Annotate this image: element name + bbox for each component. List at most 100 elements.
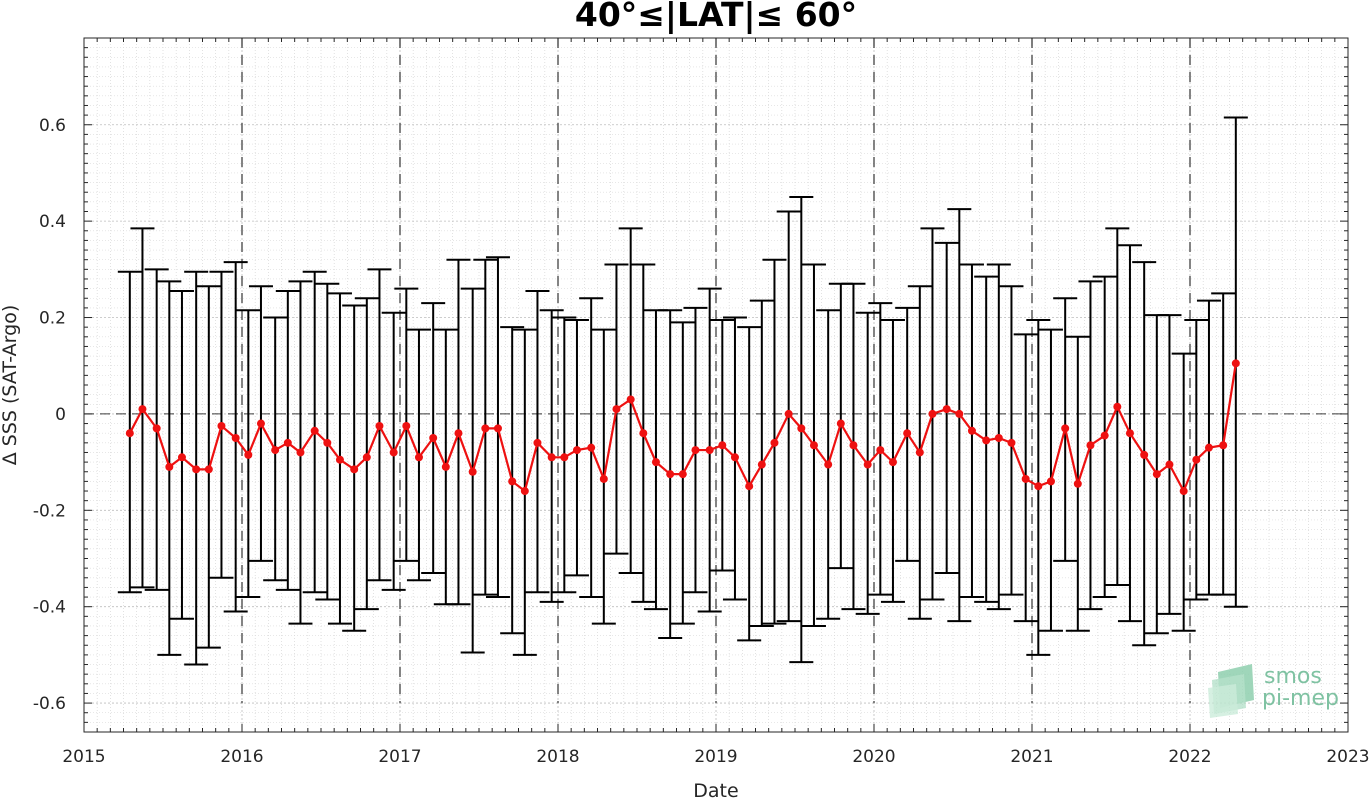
mean-point: [375, 421, 384, 430]
mean-point: [1061, 424, 1070, 433]
mean-point: [1125, 429, 1134, 438]
mean-point: [1021, 474, 1030, 483]
mean-point: [876, 446, 885, 455]
mean-point: [666, 470, 675, 479]
mean-point: [138, 405, 147, 414]
mean-point: [165, 462, 174, 471]
mean-point: [481, 424, 490, 433]
mean-point: [520, 487, 529, 496]
mean-point: [244, 450, 253, 459]
mean-point: [1140, 450, 1149, 459]
x-tick-label: 2015: [62, 747, 105, 767]
mean-point: [705, 446, 714, 455]
y-tick-label: 0: [55, 405, 66, 425]
axis-ticks: [83, 37, 1349, 733]
mean-point: [691, 446, 700, 455]
mean-point: [639, 429, 648, 438]
mean-point: [533, 438, 542, 447]
mean-point: [757, 460, 766, 469]
mean-point: [1100, 431, 1109, 440]
x-tick-label: 2017: [378, 747, 421, 767]
x-axis-label: Date: [693, 780, 738, 799]
smos-pimep-logo: smos pi-mep: [1208, 664, 1339, 718]
mean-point: [1073, 479, 1082, 488]
mean-point: [903, 429, 912, 438]
mean-point: [572, 446, 581, 455]
mean-point: [125, 429, 134, 438]
mean-point: [283, 438, 292, 447]
mean-point: [468, 467, 477, 476]
year-dashed-lines: [241, 38, 1191, 704]
mean-point: [599, 474, 608, 483]
mean-point: [508, 477, 517, 486]
x-tick-label: 2018: [536, 747, 579, 767]
mean-point: [915, 448, 924, 457]
x-tick-label: 2016: [220, 747, 263, 767]
mean-point: [626, 395, 635, 404]
mean-point: [192, 465, 201, 474]
mean-point: [967, 426, 976, 435]
mean-point: [678, 470, 687, 479]
mean-point: [231, 434, 240, 443]
mean-point: [1007, 438, 1016, 447]
mean-point: [718, 441, 727, 450]
logo-text-smos: smos: [1264, 664, 1322, 689]
mean-point: [323, 438, 332, 447]
mean-point: [982, 436, 991, 445]
x-tick-labels: 2015 2016 2017 2018 2019 2020 2021 2022 2023: [62, 747, 1369, 767]
y-tick-label: 0.2: [39, 309, 66, 329]
mean-point: [441, 462, 450, 471]
mean-point: [1165, 460, 1174, 469]
mean-point: [888, 458, 897, 467]
mean-point: [651, 458, 660, 467]
mean-point: [1034, 482, 1043, 491]
mean-point: [547, 453, 556, 462]
mean-point: [429, 434, 438, 443]
mean-series-points: [125, 359, 1240, 496]
mean-point: [1179, 487, 1188, 496]
mean-point: [402, 421, 411, 430]
mean-point: [928, 409, 937, 418]
mean-point: [942, 405, 951, 414]
mean-point: [177, 453, 186, 462]
y-tick-label: -0.6: [33, 694, 66, 714]
mean-point: [994, 434, 1003, 443]
mean-point: [1231, 359, 1240, 368]
mean-point: [1192, 455, 1201, 464]
mean-point: [809, 441, 818, 450]
mean-point: [730, 453, 739, 462]
mean-point: [824, 460, 833, 469]
x-tick-label: 2019: [694, 747, 737, 767]
mean-point: [745, 482, 754, 491]
y-tick-label: 0.4: [39, 212, 66, 232]
mean-point: [863, 460, 872, 469]
mean-point: [271, 446, 280, 455]
logo-text-pimep: pi-mep: [1262, 686, 1339, 711]
mean-point: [849, 441, 858, 450]
y-tick-labels: -0.6 -0.4 -0.2 0 0.2 0.4 0.6: [33, 116, 66, 714]
mean-point: [1219, 441, 1228, 450]
y-axis-label: Δ SSS (SAT-Argo): [0, 305, 21, 465]
mean-point: [612, 405, 621, 414]
mean-point: [454, 429, 463, 438]
mean-point: [1086, 441, 1095, 450]
y-tick-label: -0.4: [33, 598, 66, 618]
mean-point: [493, 424, 502, 433]
mean-point: [1152, 470, 1161, 479]
mean-point: [152, 424, 161, 433]
mean-point: [770, 438, 779, 447]
mean-point: [389, 448, 398, 457]
mean-point: [362, 453, 371, 462]
mean-point: [350, 465, 359, 474]
chart-title: 40°≤|LAT|≤ 60°: [575, 0, 857, 34]
mean-point: [414, 453, 423, 462]
mean-point: [836, 419, 845, 428]
x-tick-label: 2020: [852, 747, 895, 767]
mean-point: [310, 426, 319, 435]
mean-point: [784, 409, 793, 418]
x-tick-label: 2022: [1168, 747, 1211, 767]
y-tick-label: -0.2: [33, 501, 66, 521]
mean-point: [1046, 477, 1055, 486]
mean-point: [797, 424, 806, 433]
